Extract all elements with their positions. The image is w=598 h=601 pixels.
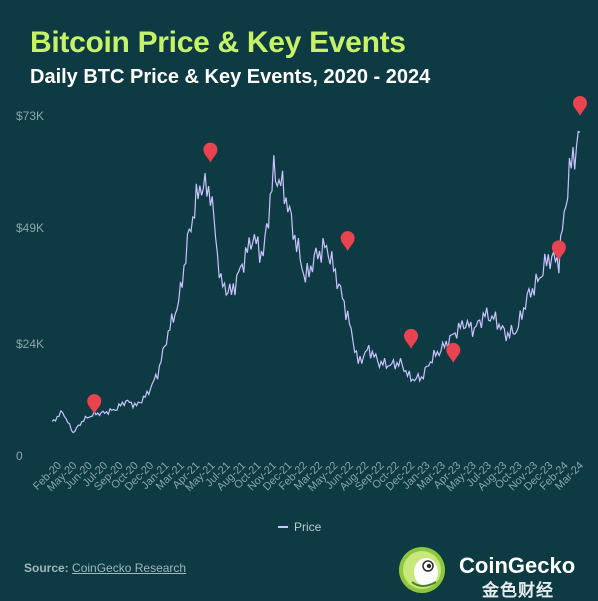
- source-link[interactable]: CoinGecko Research: [72, 561, 187, 575]
- event-marker: [551, 240, 566, 261]
- coingecko-logo: [399, 547, 445, 593]
- source-note: Source: CoinGecko Research: [24, 561, 186, 575]
- y-tick-label: $24K: [16, 337, 44, 351]
- event-marker: [87, 394, 102, 415]
- brand-name: CoinGecko: [459, 553, 576, 578]
- event-marker: [573, 96, 587, 116]
- event-marker: [203, 142, 218, 163]
- chart-title: Bitcoin Price & Key Events: [30, 26, 406, 59]
- event-marker: [340, 231, 355, 252]
- chart-subtitle: Daily BTC Price & Key Events, 2020 - 202…: [30, 66, 431, 88]
- y-tick-label: $49K: [16, 221, 44, 235]
- event-marker: [404, 328, 419, 349]
- source-label: Source:: [24, 561, 69, 575]
- watermark: 金色财经: [482, 581, 554, 600]
- legend-label: Price: [294, 520, 322, 534]
- y-tick-label: 0: [16, 449, 23, 463]
- y-tick-label: $73K: [16, 109, 44, 123]
- price-line: [51, 130, 581, 434]
- event-marker: [446, 342, 461, 363]
